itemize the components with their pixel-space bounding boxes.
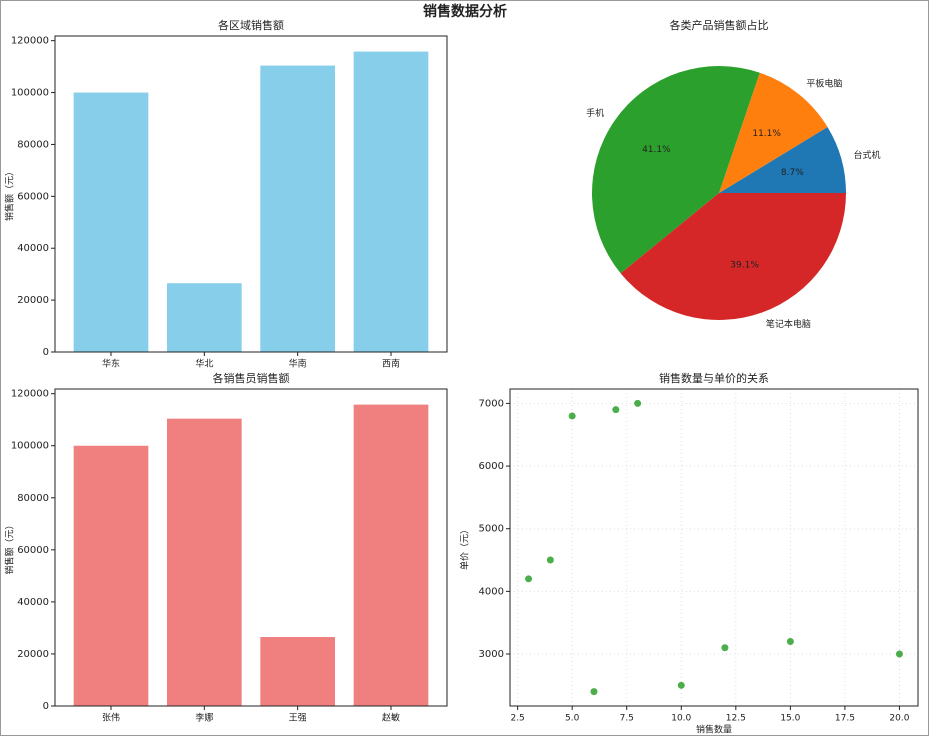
pie-slice bbox=[592, 66, 760, 274]
y-tick-label: 80000 bbox=[17, 139, 49, 150]
figure-title: 销售数据分析 bbox=[423, 3, 507, 20]
bar bbox=[167, 283, 242, 352]
y-tick-label: 120000 bbox=[11, 36, 49, 47]
bar bbox=[73, 92, 149, 352]
y-tick-label: 60000 bbox=[17, 191, 49, 202]
bar bbox=[260, 65, 335, 352]
scatter-point bbox=[612, 406, 620, 414]
bar bbox=[353, 51, 429, 353]
x-tick-label: 10.0 bbox=[671, 714, 691, 724]
x-tick-label: 15.0 bbox=[780, 714, 800, 724]
x-tick-label: 赵敏 bbox=[382, 712, 400, 724]
bar bbox=[260, 637, 335, 706]
x-tick-label: 7.5 bbox=[620, 714, 634, 724]
chart-title: 各区域销售额 bbox=[218, 18, 284, 32]
x-tick-label: 20.0 bbox=[889, 714, 909, 724]
scatter-point bbox=[721, 644, 729, 652]
x-tick-label: 2.5 bbox=[510, 714, 524, 724]
axes-frame bbox=[509, 388, 919, 707]
y-tick-label: 20000 bbox=[17, 295, 49, 306]
x-axis-label: 销售数量 bbox=[696, 724, 732, 736]
slice-label: 笔记本电脑 bbox=[766, 318, 811, 330]
y-tick-label: 5000 bbox=[479, 524, 504, 535]
pie-slice bbox=[719, 72, 828, 193]
y-tick-label: 100000 bbox=[11, 441, 49, 452]
scatter-point bbox=[677, 681, 685, 689]
scatter-point bbox=[568, 412, 576, 420]
scatter-point bbox=[634, 399, 642, 407]
y-tick-label: 40000 bbox=[17, 243, 49, 254]
slice-value-label: 8.7% bbox=[781, 168, 804, 178]
y-tick-label: 3000 bbox=[479, 649, 504, 660]
x-tick-label: 张伟 bbox=[102, 712, 120, 724]
scatter-point bbox=[525, 575, 533, 583]
slice-value-label: 41.1% bbox=[642, 145, 671, 155]
x-tick-label: 王强 bbox=[289, 713, 307, 724]
x-tick-label: 5.0 bbox=[565, 714, 580, 724]
chart-title: 销售数量与单价的关系 bbox=[659, 371, 769, 385]
y-axis-label: 单价（元） bbox=[459, 525, 471, 570]
y-tick-label: 100000 bbox=[11, 88, 49, 99]
x-tick-label: 17.5 bbox=[835, 714, 855, 724]
y-tick-label: 0 bbox=[43, 701, 49, 712]
bar bbox=[353, 404, 429, 706]
x-tick-label: 华北 bbox=[195, 358, 213, 370]
pie-slice bbox=[620, 193, 846, 321]
axes-frame bbox=[54, 388, 448, 707]
slice-value-label: 11.1% bbox=[752, 129, 781, 139]
scatter-point bbox=[895, 650, 903, 658]
scatter-point bbox=[786, 637, 794, 645]
y-tick-label: 20000 bbox=[17, 649, 49, 660]
x-tick-label: 李娜 bbox=[195, 712, 213, 724]
y-tick-label: 120000 bbox=[11, 389, 49, 400]
bar bbox=[167, 418, 242, 706]
pie-slice bbox=[719, 126, 846, 193]
scatter-point bbox=[546, 556, 554, 564]
y-tick-label: 7000 bbox=[479, 398, 504, 409]
y-axis-label: 销售额（元） bbox=[4, 167, 16, 221]
bar bbox=[73, 445, 149, 706]
y-tick-label: 4000 bbox=[479, 586, 504, 597]
y-tick-label: 0 bbox=[43, 347, 49, 358]
x-tick-label: 华南 bbox=[289, 358, 307, 370]
scatter-point bbox=[590, 688, 598, 696]
y-tick-label: 80000 bbox=[17, 493, 49, 504]
y-tick-label: 60000 bbox=[17, 545, 49, 556]
slice-label: 手机 bbox=[586, 107, 604, 119]
slice-label: 平板电脑 bbox=[806, 77, 842, 89]
x-tick-label: 华东 bbox=[102, 358, 120, 370]
x-tick-label: 西南 bbox=[382, 358, 400, 370]
y-tick-label: 40000 bbox=[17, 597, 49, 608]
x-tick-label: 12.5 bbox=[726, 714, 746, 724]
y-axis-label: 销售额（元） bbox=[4, 520, 16, 574]
chart-title: 各类产品销售额占比 bbox=[670, 18, 769, 32]
y-tick-label: 6000 bbox=[479, 461, 504, 472]
slice-value-label: 39.1% bbox=[730, 260, 759, 270]
chart-title: 各销售员销售额 bbox=[213, 371, 290, 385]
axes-frame bbox=[54, 35, 448, 353]
slice-label: 台式机 bbox=[854, 149, 881, 161]
